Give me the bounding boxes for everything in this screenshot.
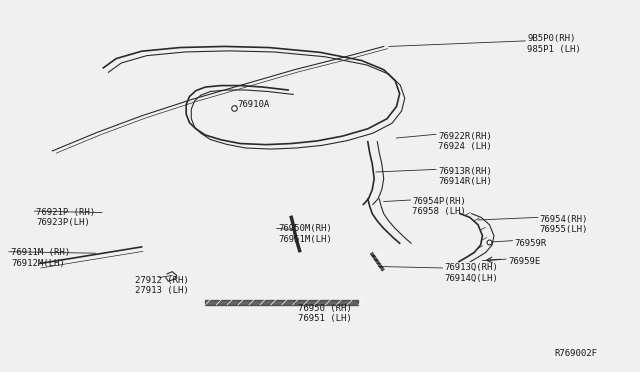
Text: 76921P (RH)
76923P(LH): 76921P (RH) 76923P(LH) (36, 208, 95, 227)
Text: 9B5P0(RH)
985P1 (LH): 9B5P0(RH) 985P1 (LH) (527, 34, 581, 54)
Text: 76959R: 76959R (515, 239, 547, 248)
Text: 76911M (RH)
76912M(LH): 76911M (RH) 76912M(LH) (11, 248, 70, 268)
Text: 76950 (RH)
76951 (LH): 76950 (RH) 76951 (LH) (298, 304, 351, 323)
Text: 76950M(RH)
76951M(LH): 76950M(RH) 76951M(LH) (278, 224, 332, 244)
Text: 27912 (RH)
27913 (LH): 27912 (RH) 27913 (LH) (135, 276, 189, 295)
Text: 76913Q(RH)
76914Q(LH): 76913Q(RH) 76914Q(LH) (444, 263, 498, 282)
Text: 76954(RH)
76955(LH): 76954(RH) 76955(LH) (540, 215, 588, 234)
Text: 76922R(RH)
76924 (LH): 76922R(RH) 76924 (LH) (438, 132, 492, 151)
Text: 76954P(RH)
76958 (LH): 76954P(RH) 76958 (LH) (412, 197, 466, 216)
Text: R769002F: R769002F (554, 350, 597, 359)
Text: 76959E: 76959E (508, 257, 540, 266)
Text: 76910A: 76910A (237, 100, 269, 109)
Text: 76913R(RH)
76914R(LH): 76913R(RH) 76914R(LH) (438, 167, 492, 186)
